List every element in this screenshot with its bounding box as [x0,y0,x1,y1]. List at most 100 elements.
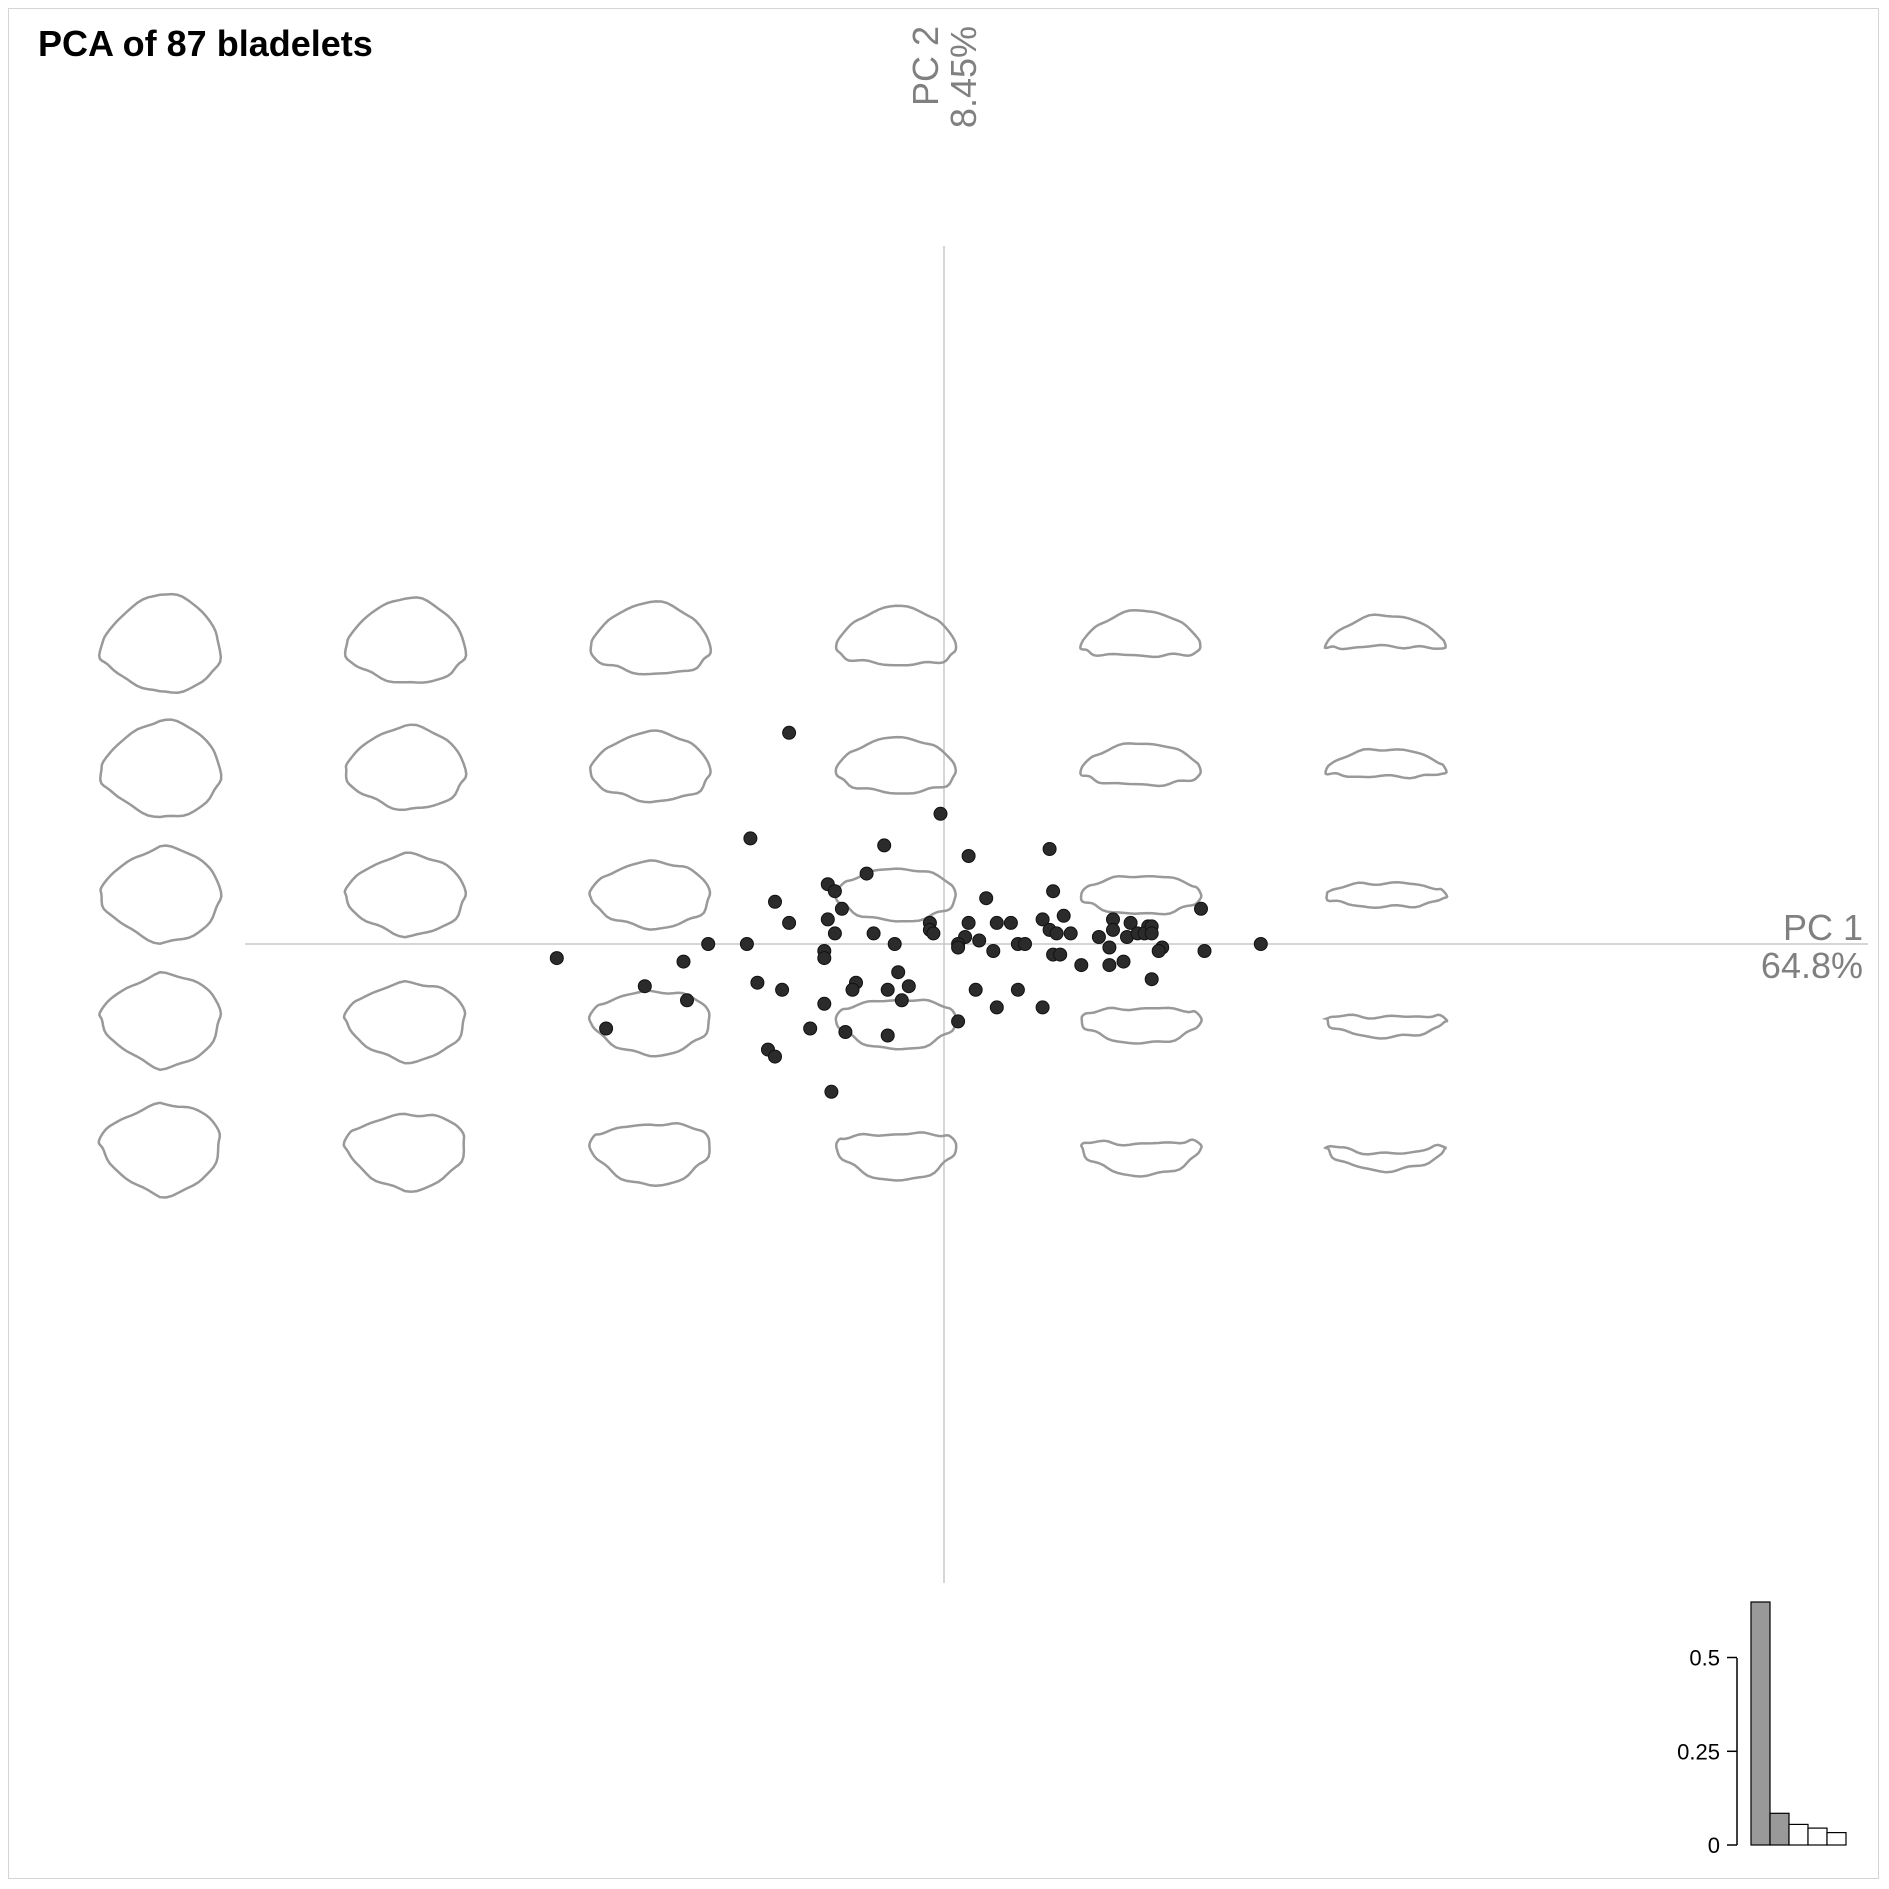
shape-outline-r1-c2 [343,596,468,684]
scatter-point-65 [845,982,860,997]
scatter-point-5 [961,849,976,863]
eigenvalues-inset: 0 0.25 0.5 [1677,1601,1847,1858]
plot-frame [8,8,1879,1879]
shape-outline-r4-c2 [342,979,467,1065]
scatter-point-29 [1194,901,1208,916]
scatter-point-18 [866,926,881,941]
shape-outline-r4-c4 [834,998,958,1051]
shape-outline-r3-c3 [588,859,712,931]
scatter-point-69 [750,975,765,990]
scatter-point-49 [676,954,691,969]
theoretical-shapes [97,592,1449,1199]
shape-outline-r1-c4 [834,604,958,667]
eigenvalue-bar-5 [1826,1831,1847,1846]
scatter-point-74 [968,982,983,997]
inset-bars [1750,1601,1847,1846]
inset-tick-label-1: 0 [1708,1833,1720,1858]
shape-outline-r1-c1 [97,592,223,694]
shape-outline-r5-c2 [342,1112,466,1194]
scatter-point-17 [827,926,842,941]
shape-outline-r4-c1 [98,970,223,1072]
inset-tick-label-3: 0.5 [1689,1646,1720,1671]
eigenvalue-bar-4 [1807,1827,1828,1846]
shape-outline-r2-c5 [1079,742,1202,788]
scatter-point-70 [775,982,790,997]
scatter-point-45 [887,937,902,951]
scatter-point-75 [1010,982,1025,997]
scatter-point-44 [951,940,966,955]
inset-tick-label-2: 0.25 [1677,1739,1720,1764]
scatter-point-4 [1042,842,1057,856]
scatter-point-63 [1144,972,1159,987]
scatter-point-2 [933,806,948,821]
scatter-point-15 [979,891,994,906]
scatter-point-51 [817,951,832,966]
shape-outline-r5-c3 [588,1121,711,1187]
scatter-point-23 [1003,915,1018,930]
scatter-point-60 [1102,958,1117,973]
shape-outline-r5-c4 [834,1131,958,1182]
x-axis-label: PC 1 [1783,907,1863,948]
scatter-point-22 [989,915,1004,930]
scatter-point-73 [817,996,832,1011]
scatter-point-47 [701,937,716,951]
scatter-point-62 [891,965,906,980]
shape-outline-r3-c4 [834,867,957,923]
scatter-points [549,725,1268,1099]
scatter-point-1 [782,725,797,740]
scatter-point-11 [768,894,782,909]
scatter-point-55 [1102,940,1117,955]
shape-outline-r3-c6 [1325,881,1449,909]
scatter-point-78 [951,1014,966,1029]
shape-outline-r2-c2 [344,723,468,812]
scatter-point-24 [1035,912,1050,927]
shape-outline-r1-c3 [589,600,713,676]
shape-outline-r2-c1 [99,718,223,819]
scatter-point-20 [926,926,941,941]
scatter-point-58 [1253,937,1268,951]
scatter-point-13 [782,915,797,930]
chart-title: PCA of 87 bladelets [38,23,373,64]
shape-outline-r3-c1 [99,844,223,945]
shape-outline-r4-c5 [1080,1006,1203,1045]
shape-outline-r5-c6 [1323,1143,1447,1174]
scatter-point-32 [1063,926,1078,941]
scatter-point-33 [1091,930,1106,944]
scatter-point-27 [1123,915,1138,930]
scatter-point-34 [1106,922,1120,937]
shape-outline-r5-c5 [1080,1138,1203,1178]
scatter-point-21 [961,915,976,930]
scatter-point-48 [549,951,564,966]
scatter-point-12 [834,901,849,916]
eigenvalue-bar-3 [1788,1823,1809,1846]
shape-outline-r5-c1 [97,1101,222,1199]
scatter-point-79 [599,1021,614,1036]
scatter-point-39 [1144,926,1159,941]
shape-outline-r3-c5 [1079,874,1203,916]
scatter-point-7 [859,866,874,881]
y-axis-variance: 8.45% [943,26,984,128]
shape-outline-r1-c5 [1079,608,1202,659]
scatter-point-86 [1018,937,1032,951]
scatter-point-6 [877,838,892,853]
scatter-point-9 [827,884,842,899]
scatter-point-77 [1035,1000,1050,1015]
scatter-point-54 [1053,947,1068,962]
scatter-point-85 [824,1084,839,1099]
scatter-point-68 [637,979,652,994]
shape-outline-r2-c4 [834,735,958,795]
scatter-point-72 [894,993,909,1008]
scatter-point-76 [989,1000,1004,1015]
x-axis-title: PC 1 64.8% [1761,907,1863,986]
eigenvalue-bar-1 [1750,1601,1771,1846]
scatter-point-46 [739,937,754,951]
scatter-point-57 [1197,944,1212,958]
scatter-point-25 [1056,908,1071,923]
shape-outline-r4-c6 [1321,1013,1449,1040]
shape-outline-r4-c3 [587,989,711,1058]
eigenvalue-bar-2 [1769,1812,1790,1846]
scatter-point-61 [1116,954,1131,969]
scatter-point-71 [680,993,694,1008]
scatter-point-82 [880,1028,895,1043]
